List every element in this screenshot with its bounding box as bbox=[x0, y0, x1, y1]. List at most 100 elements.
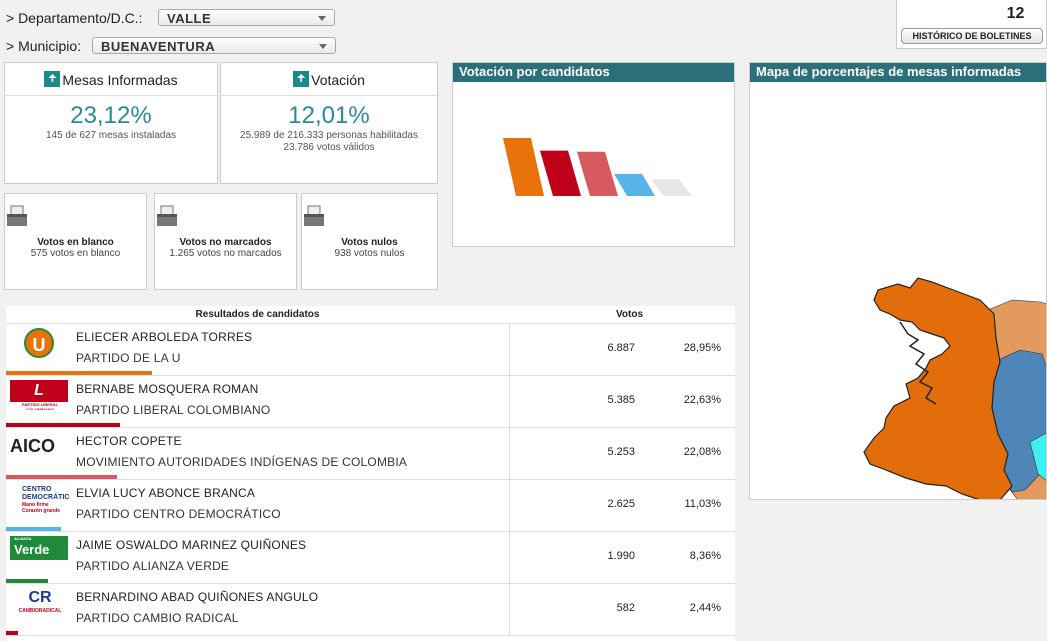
municipio-value: BUENAVENTURA bbox=[101, 39, 216, 54]
municipio-select[interactable]: BUENAVENTURA bbox=[92, 37, 336, 54]
map-coastline-detail bbox=[899, 321, 937, 405]
header-votos: Votos bbox=[616, 309, 644, 320]
chart-bar[interactable] bbox=[651, 179, 692, 196]
votacion-title: Votación bbox=[311, 72, 365, 88]
municipio-map[interactable] bbox=[750, 82, 1047, 500]
party-logo: CENTRO DEMOCRÁTICO Mano firme Corazón gra… bbox=[10, 484, 70, 514]
vote-percent: 22,08% bbox=[683, 446, 721, 458]
column-divider bbox=[509, 480, 510, 531]
vote-count: 1.990 bbox=[607, 550, 635, 562]
chart-bar[interactable] bbox=[577, 151, 618, 196]
party-logo-caption: CAMBIORADICAL bbox=[18, 608, 62, 614]
votos-blanco-card: Votos en blanco 575 votos en blanco bbox=[4, 193, 147, 290]
departamento-value: VALLE bbox=[167, 11, 212, 26]
ballot-box-icon bbox=[293, 71, 310, 87]
vote-count: 5.253 bbox=[607, 446, 635, 458]
chart-bar[interactable] bbox=[540, 150, 581, 196]
votos-blanco-detail: 575 votos en blanco bbox=[30, 248, 121, 259]
column-divider bbox=[509, 584, 510, 635]
column-divider bbox=[509, 324, 510, 375]
votos-nulos-card: Votos nulos 938 votos nulos bbox=[301, 193, 438, 290]
chart-bar[interactable] bbox=[503, 138, 544, 196]
percent-bar bbox=[6, 371, 152, 375]
table-row[interactable]: L PARTIDO LIBERAL COLOMBIANO BERNABE MOSQU… bbox=[6, 376, 735, 428]
departamento-select[interactable]: VALLE bbox=[158, 9, 335, 26]
party-logo: CR CAMBIORADICAL bbox=[10, 588, 70, 618]
party-logo-glyph: CR bbox=[28, 589, 52, 606]
boletin-count: 12 bbox=[1006, 5, 1025, 22]
party-logo-glyph: CENTRO DEMOCRÁTICO bbox=[22, 486, 70, 501]
vote-percent: 11,03% bbox=[684, 498, 722, 510]
map-title: Mapa de porcentajes de mesas informadas bbox=[750, 63, 1046, 82]
votacion-card: Votación 12,01% 25.989 de 216.333 person… bbox=[220, 62, 438, 184]
mesas-detail: 145 de 627 mesas instaladas bbox=[45, 130, 177, 141]
votacion-header: Votación bbox=[221, 63, 437, 96]
historico-button[interactable]: HISTÓRICO DE BOLETINES bbox=[901, 28, 1043, 44]
vote-percent: 28,95% bbox=[683, 342, 721, 354]
candidate-name: HECTOR COPETE bbox=[76, 434, 182, 448]
map-region-cyan bbox=[1029, 432, 1046, 481]
vote-count: 2.625 bbox=[607, 498, 635, 510]
party-logo-text: Verde bbox=[14, 542, 50, 557]
candidate-name: BERNABE MOSQUERA ROMAN bbox=[76, 382, 259, 396]
mesas-card: Mesas Informadas 23,12% 145 de 627 mesas… bbox=[4, 62, 218, 184]
party-logo-glyph: U bbox=[24, 328, 54, 358]
municipio-row: > Municipio: bbox=[6, 38, 81, 54]
votacion-candidatos-panel: Votación por candidatos bbox=[452, 62, 735, 247]
party-logo-caption: ALIANZA bbox=[14, 536, 32, 541]
mesas-header: Mesas Informadas bbox=[5, 63, 217, 96]
column-divider bbox=[509, 376, 510, 427]
percent-bar bbox=[6, 579, 49, 583]
party-logo-caption: Mano firme Corazón grande bbox=[22, 502, 61, 514]
votacion-detail-1: 25.989 de 216.333 personas habilitadas bbox=[240, 130, 418, 141]
party-logo-caption: PARTIDO LIBERAL COLOMBIANO bbox=[21, 402, 59, 410]
votos-blanco-title: Votos en blanco bbox=[37, 237, 114, 248]
party-name: PARTIDO LIBERAL COLOMBIANO bbox=[76, 403, 271, 417]
resultados-header: Resultados de candidatos Votos bbox=[6, 306, 735, 324]
table-row[interactable]: Verde ALIANZA JAIME OSWALDO MARINEZ QUIÑON… bbox=[6, 532, 735, 584]
percent-bar bbox=[6, 631, 19, 635]
party-name: PARTIDO ALIANZA VERDE bbox=[76, 559, 230, 573]
party-logo-glyph: L bbox=[10, 380, 68, 402]
percent-bar bbox=[6, 475, 118, 479]
departamento-label: > Departamento/D.C.: bbox=[6, 10, 143, 26]
party-name: PARTIDO CAMBIO RADICAL bbox=[76, 611, 239, 625]
candidate-name: ELIECER ARBOLEDA TORRES bbox=[76, 330, 253, 344]
vote-count: 5.385 bbox=[607, 394, 635, 406]
vote-percent: 22,63% bbox=[683, 394, 721, 406]
ballot-box-icon bbox=[304, 205, 324, 226]
table-row[interactable]: AICO HECTOR COPETE MOVIMIENTO AUTORIDADES … bbox=[6, 428, 735, 480]
party-name: PARTIDO DE LA U bbox=[76, 351, 181, 365]
chart-title: Votación por candidatos bbox=[453, 63, 734, 82]
header-candidatos: Resultados de candidatos bbox=[195, 309, 320, 320]
table-row[interactable]: U ELIECER ARBOLEDA TORRES PARTIDO DE LA U 6… bbox=[6, 324, 735, 376]
resultados-rows: U ELIECER ARBOLEDA TORRES PARTIDO DE LA U 6… bbox=[6, 324, 735, 636]
votacion-detail-2: 23.786 votos válidos bbox=[283, 142, 375, 153]
vote-percent: 8,36% bbox=[689, 550, 721, 562]
chart-bar[interactable] bbox=[614, 173, 655, 196]
votos-nulos-title: Votos nulos bbox=[341, 237, 398, 248]
table-row[interactable]: CR CAMBIORADICAL BERNARDINO ABAD QUIÑONES … bbox=[6, 584, 735, 636]
votacion-percent: 12,01% bbox=[288, 102, 370, 129]
ballot-box-icon bbox=[7, 205, 27, 226]
votos-no-marcados-card: Votos no marcados 1.265 votos no marcado… bbox=[154, 193, 297, 290]
candidate-name: BERNARDINO ABAD QUIÑONES ANGULO bbox=[76, 590, 319, 604]
votos-no-marcados-title: Votos no marcados bbox=[179, 237, 272, 248]
resultados-table: Resultados de candidatos Votos U ELIECER … bbox=[6, 306, 735, 641]
chevron-down-icon bbox=[319, 44, 327, 49]
mesas-percent: 23,12% bbox=[70, 102, 152, 129]
party-logo: AICO bbox=[10, 432, 70, 462]
party-name: MOVIMIENTO AUTORIDADES INDÍGENAS DE COLO… bbox=[76, 455, 408, 469]
party-logo: L PARTIDO LIBERAL COLOMBIANO bbox=[10, 380, 70, 410]
vote-count: 6.887 bbox=[607, 342, 635, 354]
column-divider bbox=[509, 532, 510, 583]
candidate-name: ELVIA LUCY ABONCE BRANCA bbox=[76, 486, 256, 500]
table-row[interactable]: CENTRO DEMOCRÁTICO Mano firme Corazón gra… bbox=[6, 480, 735, 532]
ballot-box-icon bbox=[157, 205, 177, 226]
mesas-title: Mesas Informadas bbox=[62, 72, 178, 88]
historico-box: 12 HISTÓRICO DE BOLETINES bbox=[896, 0, 1047, 49]
mapa-panel: Mapa de porcentajes de mesas informadas bbox=[749, 62, 1047, 500]
party-logo: U bbox=[10, 328, 70, 358]
percent-bar bbox=[6, 423, 120, 427]
party-name: PARTIDO CENTRO DEMOCRÁTICO bbox=[76, 507, 281, 521]
